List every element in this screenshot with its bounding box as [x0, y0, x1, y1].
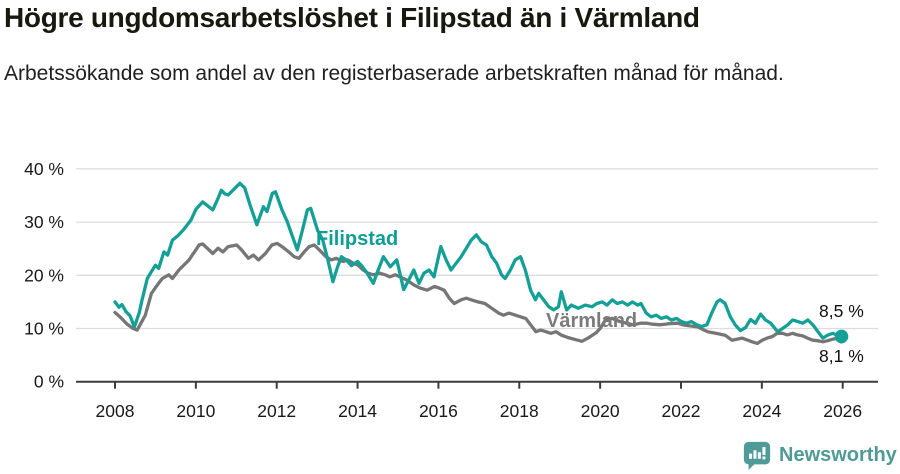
y-tick-label: 40 %	[24, 159, 64, 179]
chart-subtitle: Arbetssökande som andel av den registerb…	[4, 62, 784, 85]
y-tick-label: 30 %	[24, 212, 64, 232]
y-tick-label: 20 %	[24, 265, 64, 285]
brand-footer: Newsworthy	[742, 440, 897, 470]
series-label-filipstad: Filipstad	[316, 228, 399, 250]
x-tick-label: 2024	[742, 401, 781, 421]
series-label-varmland: Värmland	[546, 310, 638, 332]
brand-name: Newsworthy	[779, 443, 897, 466]
x-tick-label: 2026	[823, 401, 862, 421]
series-line-värmland	[113, 241, 844, 346]
chart-title: Högre ungdomsarbetslöshet i Filipstad än…	[4, 2, 700, 33]
end-dot-filipstad	[834, 329, 849, 344]
end-value-filipstad: 8,5 %	[819, 301, 864, 321]
x-tick-label: 2008	[96, 401, 135, 421]
y-tick-label: 0 %	[34, 372, 64, 392]
x-tick-label: 2020	[581, 401, 620, 421]
x-tick-label: 2012	[257, 401, 296, 421]
series-line-filipstad	[113, 181, 844, 340]
x-tick-label: 2010	[176, 401, 215, 421]
x-tick-label: 2014	[338, 401, 377, 421]
x-tick-label: 2022	[662, 401, 701, 421]
end-value-varmland: 8,1 %	[819, 346, 864, 366]
x-tick-label: 2018	[500, 401, 539, 421]
x-tick-label: 2016	[419, 401, 458, 421]
newsworthy-logo-icon	[743, 441, 771, 470]
y-tick-label: 10 %	[24, 319, 64, 339]
